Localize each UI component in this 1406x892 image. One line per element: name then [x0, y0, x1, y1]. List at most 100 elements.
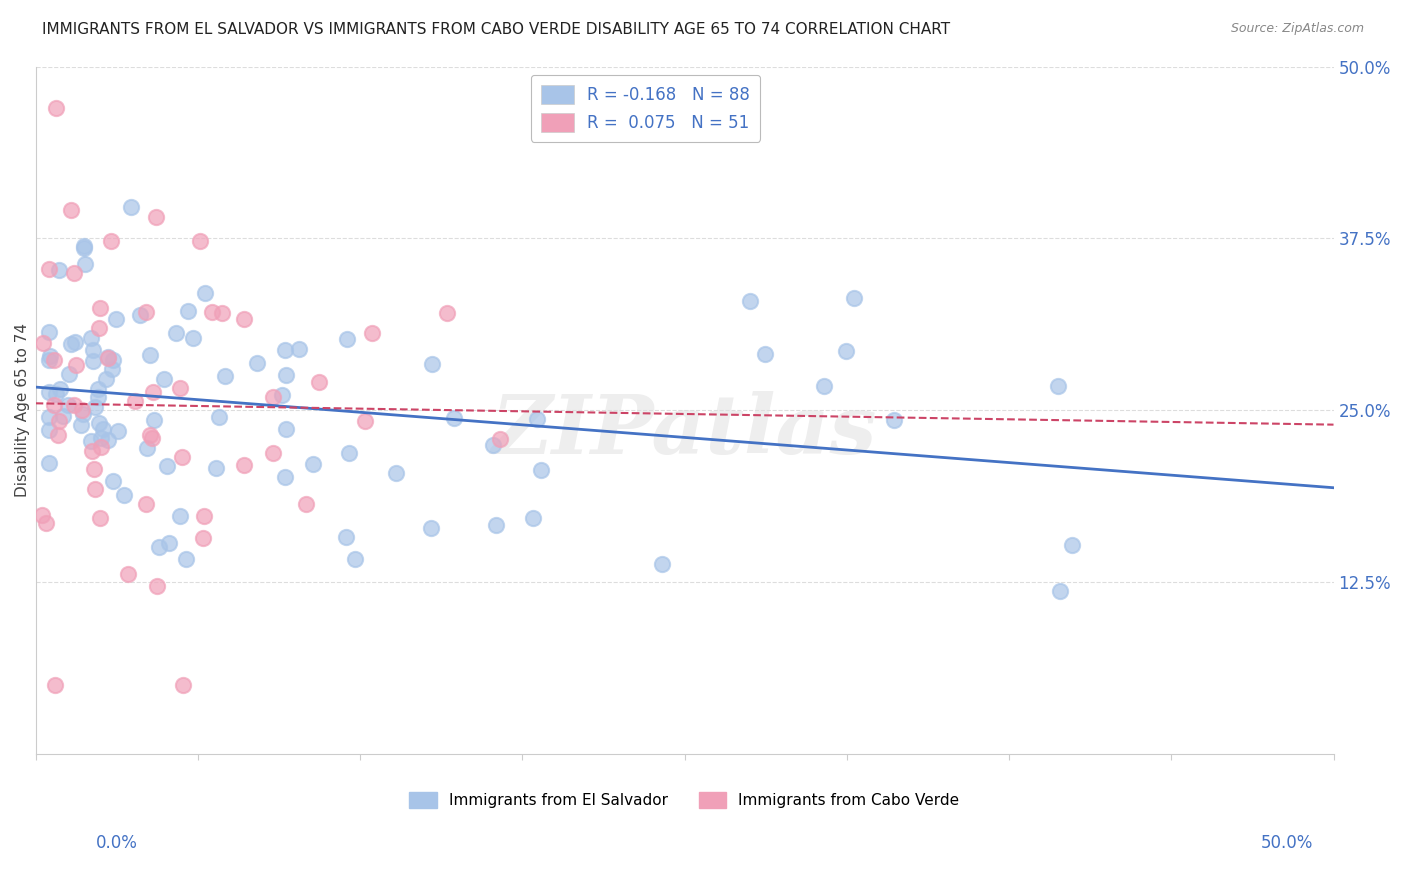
Point — [89, 511, 111, 525]
Point — [97, 351, 120, 365]
Point — [526, 411, 548, 425]
Point — [129, 308, 152, 322]
Point — [38, 456, 60, 470]
Point — [813, 379, 835, 393]
Point — [336, 332, 359, 346]
Point — [135, 442, 157, 456]
Point — [38, 325, 60, 339]
Text: IMMIGRANTS FROM EL SALVADOR VS IMMIGRANTS FROM CABO VERDE DISABILITY AGE 65 TO 7: IMMIGRANTS FROM EL SALVADOR VS IMMIGRANT… — [42, 22, 950, 37]
Point — [65, 359, 87, 373]
Point — [90, 440, 112, 454]
Point — [69, 417, 91, 432]
Point — [169, 381, 191, 395]
Point — [87, 390, 110, 404]
Text: ZIPatlas: ZIPatlas — [492, 391, 877, 471]
Point — [176, 304, 198, 318]
Point — [38, 409, 60, 424]
Point — [39, 349, 62, 363]
Point — [52, 409, 75, 424]
Point — [193, 508, 215, 523]
Point — [89, 417, 111, 431]
Point — [35, 516, 58, 530]
Point — [96, 434, 118, 448]
Point — [273, 470, 295, 484]
Point — [530, 463, 553, 477]
Point — [1049, 583, 1071, 598]
Point — [124, 394, 146, 409]
Point — [270, 388, 292, 402]
Point — [335, 530, 357, 544]
Point — [87, 382, 110, 396]
Point — [738, 294, 761, 309]
Point — [139, 348, 162, 362]
Point — [135, 497, 157, 511]
Point — [80, 444, 103, 458]
Point — [205, 461, 228, 475]
Point — [56, 398, 79, 412]
Point — [112, 488, 135, 502]
Point — [754, 347, 776, 361]
Point — [337, 446, 360, 460]
Point — [262, 445, 284, 459]
Point — [842, 291, 865, 305]
Point — [156, 459, 179, 474]
Point — [101, 352, 124, 367]
Point — [1046, 379, 1069, 393]
Text: 50.0%: 50.0% — [1260, 834, 1313, 852]
Point — [45, 387, 67, 401]
Point — [135, 305, 157, 319]
Point — [89, 321, 111, 335]
Point — [84, 400, 107, 414]
Point — [188, 234, 211, 248]
Point — [233, 312, 256, 326]
Point — [153, 372, 176, 386]
Point — [72, 403, 94, 417]
Point — [38, 423, 60, 437]
Point — [48, 414, 70, 428]
Point — [214, 369, 236, 384]
Point — [354, 414, 377, 428]
Point — [288, 343, 311, 357]
Point — [63, 335, 86, 350]
Point — [233, 458, 256, 472]
Point — [834, 343, 856, 358]
Text: Source: ZipAtlas.com: Source: ZipAtlas.com — [1230, 22, 1364, 36]
Point — [172, 678, 194, 692]
Point — [308, 376, 330, 390]
Point — [83, 461, 105, 475]
Point — [274, 343, 297, 357]
Point — [274, 422, 297, 436]
Point — [60, 203, 83, 218]
Point — [1060, 538, 1083, 552]
Point — [274, 368, 297, 383]
Point — [443, 411, 465, 425]
Point — [174, 552, 197, 566]
Point — [75, 257, 97, 271]
Point — [343, 552, 366, 566]
Point — [193, 531, 215, 545]
Point — [72, 407, 94, 421]
Point — [246, 356, 269, 370]
Text: 0.0%: 0.0% — [96, 834, 138, 852]
Point — [80, 434, 103, 449]
Point — [58, 367, 80, 381]
Point — [82, 343, 104, 358]
Point — [120, 200, 142, 214]
Point — [482, 438, 505, 452]
Point — [91, 422, 114, 436]
Point — [883, 413, 905, 427]
Point — [385, 467, 408, 481]
Point — [38, 384, 60, 399]
Legend: Immigrants from El Salvador, Immigrants from Cabo Verde: Immigrants from El Salvador, Immigrants … — [404, 787, 966, 814]
Point — [420, 357, 443, 371]
Point — [31, 336, 53, 351]
Point — [49, 382, 72, 396]
Point — [59, 336, 82, 351]
Point — [72, 239, 94, 253]
Point — [485, 518, 508, 533]
Point — [63, 266, 86, 280]
Point — [651, 557, 673, 571]
Point — [361, 326, 384, 340]
Point — [48, 263, 70, 277]
Point — [46, 428, 69, 442]
